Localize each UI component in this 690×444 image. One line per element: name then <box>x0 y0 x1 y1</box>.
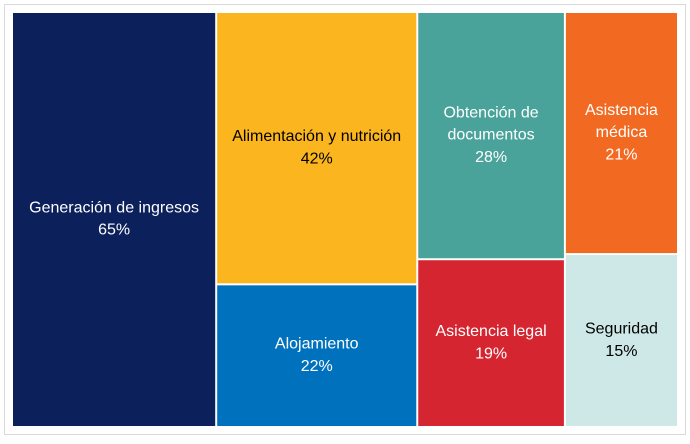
value-label: 21% <box>605 146 637 163</box>
cell-label-line: Obtención de <box>443 105 538 122</box>
cell-label-line: Alimentación y nutrición <box>232 128 401 145</box>
cell-label-line: Asistencia <box>585 102 658 119</box>
cell-label-line: documentos <box>447 127 534 144</box>
cell-label: Alimentación y nutrición <box>232 128 401 145</box>
treemap-cell <box>565 13 677 254</box>
cell-label: Obtención de documentos <box>443 105 538 144</box>
cell-label: Generación de ingresos <box>29 200 199 217</box>
value-label: 22% <box>301 358 333 375</box>
cell-label: Asistencia médica <box>585 102 658 141</box>
value-label: 42% <box>301 150 333 167</box>
cell-label-line: Asistencia legal <box>435 323 546 340</box>
value-label: 28% <box>475 149 507 166</box>
treemap-cell <box>217 285 417 426</box>
cell-label-line: médica <box>596 124 648 141</box>
cell-label-line: Seguridad <box>585 321 658 338</box>
cell-label-line: Generación de ingresos <box>29 200 199 217</box>
cell-label: Alojamiento <box>275 336 359 353</box>
cell-label: Asistencia legal <box>435 323 546 340</box>
treemap-cell <box>418 260 564 426</box>
treemap-cell <box>13 13 216 426</box>
value-label: 15% <box>605 343 637 360</box>
value-label: 19% <box>475 345 507 362</box>
cell-label-line: Alojamiento <box>275 336 359 353</box>
treemap-cell <box>565 255 677 426</box>
cell-label: Seguridad <box>585 321 658 338</box>
chart-border <box>4 4 686 435</box>
value-label: 65% <box>98 222 130 239</box>
treemap-cell <box>418 13 564 259</box>
treemap-cell <box>217 13 417 284</box>
